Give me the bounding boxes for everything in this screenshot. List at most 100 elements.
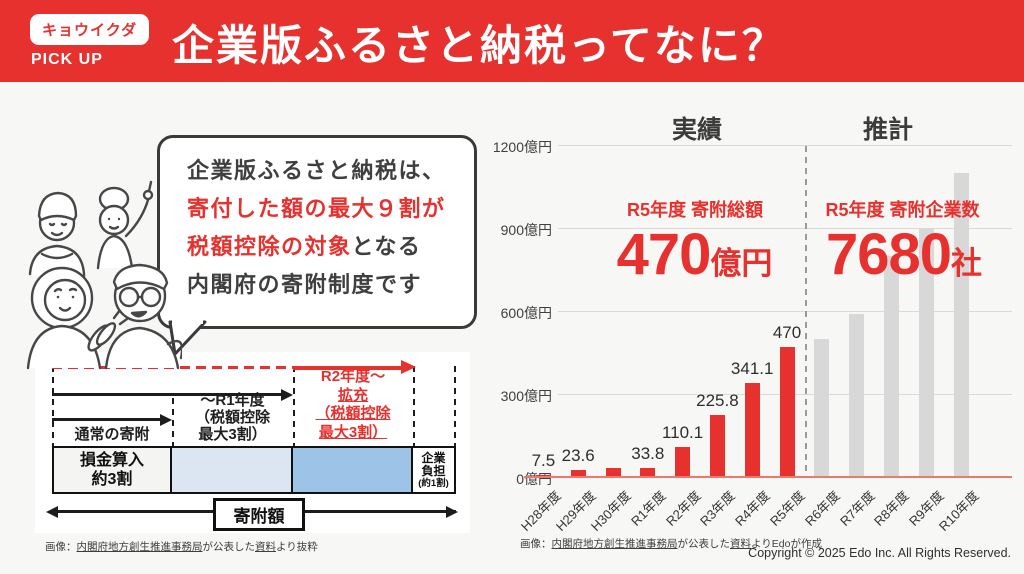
- bar-value-label: 23.6: [561, 446, 595, 466]
- stat-companies-unit: 社: [951, 246, 983, 281]
- bar-actual: [640, 467, 656, 477]
- x-axis-line: [524, 476, 1012, 478]
- expansion-arrowhead-icon: [401, 360, 416, 374]
- source-caption-left: 画像：内閣府地方創生推進事務局が公表した資料より抜粋: [45, 539, 318, 554]
- company-burden-label-line: 負担: [421, 463, 446, 478]
- chart-heading-actual: 実績: [671, 116, 722, 144]
- y-axis-label: 600億円: [500, 305, 552, 321]
- diagram-divider: [454, 366, 456, 446]
- speech-bubble: 企業版ふるさと納税は、 寄付した額の最大９割が 税額控除の対象となる 内閣府の寄…: [157, 135, 477, 329]
- bar-actual: [709, 414, 725, 477]
- source-link[interactable]: 資料: [730, 538, 751, 550]
- source-link[interactable]: 内閣府地方創生推進事務局: [76, 541, 203, 553]
- r2-expansion-label-line: R2年度～: [320, 368, 386, 385]
- bar-section-deductible-expense: 損金算入約3割: [52, 446, 172, 494]
- chart-heading-estimate: 推計: [862, 116, 913, 144]
- page-title: 企業版ふるさと納税ってなに？: [172, 22, 786, 69]
- deductible-expense-label-line: 損金算入: [79, 452, 144, 469]
- source-caption-right: 画像：内閣府地方創生推進事務局が公表した資料よりEdoが作成: [520, 536, 822, 551]
- r1-scope-arrow: [52, 393, 282, 396]
- caption-text: より抜粋: [276, 541, 318, 553]
- donation-total-arrowhead-left-icon: [46, 505, 58, 518]
- bar-estimate: [918, 228, 934, 477]
- bar-section-company-burden: 企業 負担 (約1割): [411, 446, 456, 494]
- bubble-line-4: 内閣府の寄附制度です: [187, 272, 423, 297]
- stat-companies-value: 7680 社: [795, 226, 1013, 284]
- expansion-arrow: [293, 366, 403, 370]
- people-illustration-icon: [26, 180, 182, 370]
- bar-value-label: 7.5: [531, 450, 556, 470]
- y-axis-label: 1200億円: [492, 139, 552, 155]
- diagram-divider: [413, 366, 415, 446]
- bubble-line-3-highlight: 税額控除の対象: [187, 234, 352, 259]
- copyright: Copyright © 2025 Edo Inc. All Rights Res…: [748, 546, 1011, 560]
- bar-value-label: 33.8: [631, 443, 665, 463]
- bar-value-label: 225.8: [696, 390, 739, 410]
- source-link[interactable]: 内閣府地方創生推進事務局: [551, 538, 678, 550]
- r2-expansion-label-line: 拡充: [337, 386, 368, 404]
- y-axis-label: 900億円: [500, 222, 552, 238]
- r1-period-label-line: （税額控除: [194, 409, 270, 426]
- bubble-line-1: 企業版ふるさと納税は、: [187, 158, 446, 183]
- r1-scope-arrowhead-icon: [281, 388, 293, 401]
- donation-total-box: 寄附額: [213, 498, 305, 531]
- actual-estimate-divider: [805, 146, 807, 477]
- pickup-label: PICK UP: [31, 51, 103, 68]
- bar-value-label: 341.1: [730, 358, 774, 378]
- stat-companies-label: R5年度 寄附企業数: [825, 200, 980, 220]
- r1-period-label-line: ～R1年度: [200, 392, 265, 409]
- r2-expansion-label: R2年度～ 拡充 （税額控除 最大3割）: [293, 368, 413, 442]
- caption-text: が公表した: [202, 541, 256, 553]
- bar-estimate: [849, 313, 865, 477]
- bar-section-credit-r2: [290, 446, 414, 494]
- bubble-line-3-rest: となる: [351, 234, 422, 259]
- caption-text: 画像：: [520, 538, 552, 550]
- bubble-line-2: 寄付した額の最大９割が: [187, 196, 446, 221]
- caption-text: よりEdoが作成: [751, 538, 822, 550]
- bar-actual: [779, 346, 795, 477]
- diagram-divider: [172, 398, 174, 446]
- y-axis-label: 0億円: [516, 471, 552, 487]
- stat-total-value: 470 億円: [592, 226, 797, 284]
- company-burden-label-line: (約1割): [418, 477, 449, 489]
- caption-text: 画像：: [45, 541, 77, 553]
- caption-text: が公表した: [677, 538, 731, 550]
- bar-estimate: [953, 172, 969, 477]
- bar-actual: [605, 467, 621, 477]
- normal-scope-arrow: [52, 418, 161, 421]
- diagram-card: 通常の寄附 ～R1年度 （税額控除 最大3割） R2年度～ 拡充 （税額控除 最大3割） …: [35, 352, 470, 533]
- company-burden-label-line: 企業: [421, 450, 446, 465]
- stat-total-label: R5年度 寄附総額: [626, 200, 763, 220]
- bar-actual: [535, 474, 551, 477]
- r1-period-label: ～R1年度 （税額控除 最大3割）: [172, 392, 293, 443]
- bar-section-credit-r1: [169, 446, 293, 494]
- normal-donation-label: 通常の寄附: [74, 426, 150, 443]
- gridline: [558, 311, 1012, 312]
- bar-actual: [744, 382, 760, 477]
- source-link[interactable]: 資料: [255, 541, 276, 553]
- speech-bubble-tail-icon: [168, 320, 207, 356]
- r1-period-label-line: 最大3割）: [198, 426, 267, 443]
- diagram-divider: [52, 366, 54, 446]
- gridline: [558, 228, 1012, 229]
- r2-expansion-label-line: 最大3割）: [318, 423, 388, 441]
- stat-total-unit: 億円: [710, 246, 773, 281]
- y-axis-label: 300億円: [500, 388, 552, 404]
- r2-expansion-label-line: （税額控除: [315, 405, 391, 422]
- stat-companies-number: 7680: [825, 222, 952, 287]
- normal-scope-arrowhead-icon: [160, 413, 172, 426]
- diagram-divider: [293, 366, 295, 446]
- donation-total-arrowhead-right-icon: [446, 505, 458, 518]
- bubble-line-3: 税額控除の対象となる: [187, 228, 421, 266]
- bar-estimate: [814, 338, 830, 477]
- bar-value-label: 110.1: [661, 422, 704, 442]
- gridline: [558, 145, 1012, 146]
- header-bar: [0, 0, 1024, 82]
- brand-badge: キョウイクダ: [30, 14, 150, 45]
- bar-estimate: [883, 255, 899, 477]
- bar-actual: [570, 470, 586, 477]
- bar-value-label: 470: [772, 322, 802, 342]
- deductible-expense-label-line: 約3割: [91, 471, 133, 488]
- stat-total-number: 470: [616, 222, 712, 287]
